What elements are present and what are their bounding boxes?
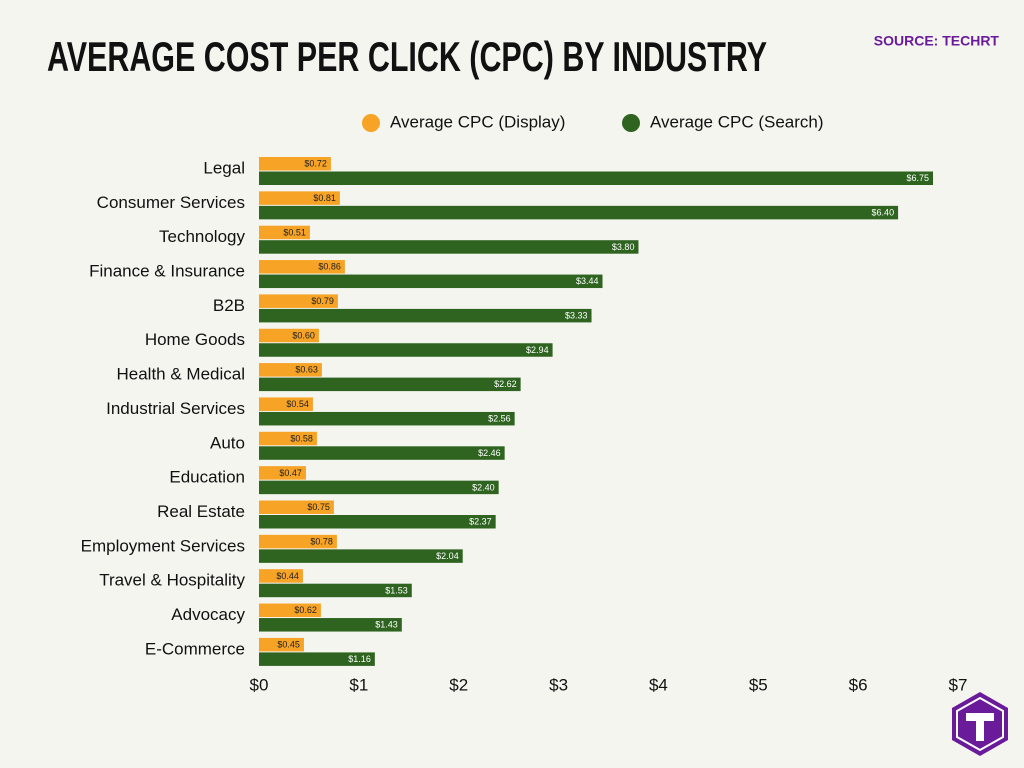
bar — [259, 500, 334, 514]
value-label: $0.75 — [307, 502, 330, 512]
value-label: $0.78 — [310, 536, 333, 546]
bar — [259, 240, 639, 254]
y-tick-label: Consumer Services — [97, 193, 245, 212]
value-label: $0.45 — [277, 640, 300, 650]
value-label: $2.56 — [488, 414, 511, 424]
value-label: $2.46 — [478, 448, 501, 458]
value-label: $0.81 — [313, 193, 336, 203]
value-label: $0.54 — [286, 399, 309, 409]
y-tick-label: Real Estate — [157, 502, 245, 521]
bar — [259, 260, 345, 274]
bar — [259, 637, 304, 652]
value-label: $6.75 — [907, 173, 930, 183]
source: SOURCE: TECHRT — [874, 33, 1000, 49]
value-label: $3.80 — [612, 242, 635, 252]
x-tick-label: $1 — [349, 675, 368, 694]
value-label: $1.43 — [375, 620, 398, 630]
y-tick-label: Education — [169, 468, 245, 487]
chart-title: AVERAGE COST PER CLICK (CPC) BY INDUSTRY — [47, 33, 767, 80]
bar — [259, 274, 603, 289]
bar — [259, 157, 331, 171]
value-label: $2.04 — [436, 551, 459, 561]
y-tick-label: Technology — [159, 227, 246, 246]
y-tick-label: Finance & Insurance — [89, 262, 245, 281]
logo — [952, 692, 1008, 756]
value-label: $0.47 — [279, 468, 302, 478]
bar — [259, 308, 592, 323]
x-tick-label: $5 — [749, 675, 768, 694]
y-tick-label: E-Commerce — [145, 639, 245, 658]
bar — [259, 363, 322, 377]
bar — [259, 603, 321, 618]
bar — [259, 583, 412, 598]
value-label: $3.44 — [576, 276, 599, 286]
y-tick-label: Travel & Hospitality — [99, 571, 245, 590]
value-label: $0.63 — [295, 365, 318, 375]
x-tick-label: $0 — [250, 675, 269, 694]
bar — [259, 569, 303, 583]
value-label: $2.40 — [472, 482, 495, 492]
bar — [259, 431, 317, 446]
value-label: $0.51 — [283, 227, 306, 237]
value-label: $0.44 — [276, 571, 299, 581]
value-label: $2.37 — [469, 517, 492, 527]
legend-label: Average CPC (Search) — [650, 112, 824, 131]
bar — [259, 549, 463, 563]
bar — [259, 446, 505, 460]
x-tick-label: $2 — [449, 675, 468, 694]
value-label: $0.72 — [304, 159, 327, 169]
bar — [259, 411, 515, 426]
x-tick-label: $4 — [649, 675, 668, 694]
y-tick-label: Employment Services — [81, 536, 245, 555]
value-label: $1.53 — [385, 585, 408, 595]
bar — [259, 343, 553, 357]
bar — [259, 397, 313, 411]
legend-swatch — [362, 114, 380, 132]
bar — [259, 225, 310, 240]
y-tick-label: B2B — [213, 296, 245, 315]
value-label: $0.79 — [311, 296, 334, 306]
value-label: $2.94 — [526, 345, 549, 355]
bar — [259, 480, 499, 495]
y-tick-label: Health & Medical — [116, 365, 245, 384]
value-label: $2.62 — [494, 379, 517, 389]
value-label: $1.16 — [348, 654, 371, 664]
bar — [259, 652, 375, 666]
y-tick-label: Home Goods — [145, 330, 245, 349]
bar — [259, 534, 337, 549]
value-label: $0.62 — [294, 605, 317, 615]
y-tick-label: Industrial Services — [106, 399, 245, 418]
x-tick-label: $6 — [849, 675, 868, 694]
value-label: $3.33 — [565, 311, 588, 321]
bar — [259, 205, 899, 220]
x-tick-label: $3 — [549, 675, 568, 694]
y-tick-label: Legal — [203, 158, 245, 177]
bar — [259, 294, 338, 308]
value-label: $6.40 — [872, 207, 895, 217]
y-tick-label: Auto — [210, 433, 245, 452]
bar — [259, 515, 496, 529]
bar — [259, 328, 319, 343]
bar — [259, 377, 521, 392]
legend-label: Average CPC (Display) — [390, 112, 565, 131]
bar — [259, 191, 340, 205]
value-label: $0.60 — [292, 330, 315, 340]
x-tick-label: $7 — [949, 675, 968, 694]
y-tick-label: Advocacy — [171, 605, 245, 624]
legend-swatch — [622, 114, 640, 132]
value-label: $0.86 — [318, 262, 341, 272]
bar — [259, 171, 934, 185]
bar — [259, 618, 402, 632]
value-label: $0.58 — [290, 433, 313, 443]
bar — [259, 466, 306, 480]
